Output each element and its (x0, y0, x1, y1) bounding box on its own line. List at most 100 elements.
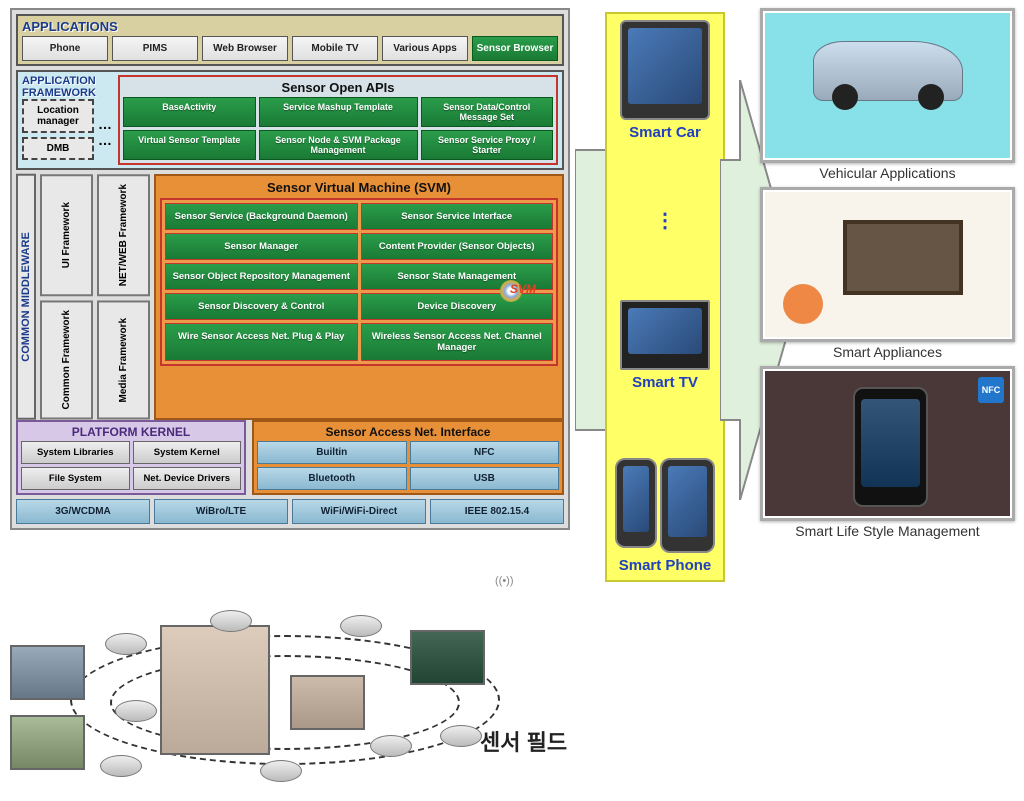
life-panel: NFC (760, 366, 1015, 521)
smart-phone: Smart Phone (615, 458, 715, 574)
svm-content-provider: Content Provider (Sensor Objects) (361, 233, 554, 260)
app-phone: Phone (22, 36, 108, 61)
san-usb: USB (410, 467, 560, 490)
smart-car: Smart Car (615, 20, 715, 141)
pk-filesystem: File System (21, 467, 130, 490)
app-sensor-browser: Sensor Browser (472, 36, 558, 61)
api-mashup: Service Mashup Template (259, 97, 418, 127)
appliances-caption: Smart Appliances (760, 344, 1015, 360)
net-wibro: WiBro/LTE (154, 499, 288, 524)
svm-title: Sensor Virtual Machine (SVM) (160, 180, 558, 195)
platform-kernel: PLATFORM KERNEL System Libraries System … (16, 420, 246, 495)
appliances-panel (760, 187, 1015, 342)
applications-title: APPLICATIONS (22, 19, 558, 34)
api-title: Sensor Open APIs (123, 80, 553, 95)
sensor-node-1 (105, 633, 147, 655)
svm-device-discovery: Device Discovery (361, 293, 554, 320)
netweb-framework: NET/WEB Framework (97, 174, 150, 296)
net-wifi: WiFi/WiFi-Direct (292, 499, 426, 524)
app-pims: PIMS (112, 36, 198, 61)
sensor-node-3 (340, 615, 382, 637)
applications-row: Phone PIMS Web Browser Mobile TV Various… (22, 36, 558, 61)
applications-column: Vehicular Applications Smart Appliances … (760, 8, 1015, 539)
smart-tv-label: Smart TV (615, 374, 715, 391)
san-title: Sensor Access Net. Interface (257, 425, 559, 439)
pk-syslib: System Libraries (21, 441, 130, 464)
robot-icon (783, 284, 823, 324)
device-ellipsis: ⋮ (655, 208, 675, 233)
wave-icon: ((•)) (495, 575, 514, 587)
app-mobile-tv: Mobile TV (292, 36, 378, 61)
tv-image (620, 300, 710, 370)
san-bluetooth: Bluetooth (257, 467, 407, 490)
common-framework: Common Framework (40, 300, 93, 419)
api-baseactivity: BaseActivity (123, 97, 256, 127)
san-builtin: Builtin (257, 441, 407, 464)
svm-label: SVM (510, 282, 536, 296)
ui-framework: UI Framework (40, 174, 93, 296)
life-block: NFC Smart Life Style Management (760, 366, 1015, 539)
pk-title: PLATFORM KERNEL (21, 425, 241, 439)
middleware-row: COMMON MIDDLEWARE UI Framework NET/WEB F… (16, 174, 564, 420)
device-strip: Smart Car ⋮ Smart TV Smart Phone (605, 12, 725, 582)
sensor-access-interface: Sensor Access Net. Interface Builtin NFC… (252, 420, 564, 495)
field-img-center (160, 625, 270, 755)
afw-left: APPLICATION FRAMEWORK Location manager D… (22, 75, 112, 164)
applications-layer: APPLICATIONS Phone PIMS Web Browser Mobi… (16, 14, 564, 66)
phone-image-1 (615, 458, 657, 548)
location-manager-box: Location manager (22, 99, 94, 133)
api-vsensor: Virtual Sensor Template (123, 130, 256, 160)
kernel-row: PLATFORM KERNEL System Libraries System … (16, 420, 564, 495)
phone-image-2 (660, 458, 715, 553)
sensor-node-2 (210, 610, 252, 632)
life-caption: Smart Life Style Management (760, 523, 1015, 539)
vehicular-caption: Vehicular Applications (760, 165, 1015, 181)
svm-wireless-mgr: Wireless Sensor Access Net. Channel Mana… (361, 323, 554, 361)
common-middleware-label: COMMON MIDDLEWARE (16, 174, 36, 420)
svm-service-iface: Sensor Service Interface (361, 203, 554, 230)
sensor-field: ((•)) 센서 필드 (10, 605, 570, 790)
application-framework-layer: APPLICATION FRAMEWORK Location manager D… (16, 70, 564, 170)
life-phone-icon (853, 387, 928, 507)
framework-column: UI Framework NET/WEB Framework Common Fr… (40, 174, 150, 420)
net-3g: 3G/WCDMA (16, 499, 150, 524)
svm-manager: Sensor Manager (165, 233, 358, 260)
net-ieee: IEEE 802.15.4 (430, 499, 564, 524)
appliance-tv-icon (843, 220, 963, 295)
smart-tv: Smart TV (615, 300, 715, 391)
pk-netdrivers: Net. Device Drivers (133, 467, 242, 490)
sensor-node-4 (115, 700, 157, 722)
api-msgset: Sensor Data/Control Message Set (421, 97, 554, 127)
media-framework: Media Framework (97, 300, 150, 419)
san-nfc: NFC (410, 441, 560, 464)
car-icon (813, 41, 963, 101)
svm-wire-pnp: Wire Sensor Access Net. Plug & Play (165, 323, 358, 361)
app-web-browser: Web Browser (202, 36, 288, 61)
sensor-node-8 (440, 725, 482, 747)
afw-title: APPLICATION FRAMEWORK (22, 75, 112, 99)
sensor-open-apis: Sensor Open APIs BaseActivity Service Ma… (118, 75, 558, 165)
svm-service-daemon: Sensor Service (Background Daemon) (165, 203, 358, 230)
dmb-box: DMB (22, 137, 94, 160)
field-img-4 (410, 630, 485, 685)
smart-phone-label: Smart Phone (615, 557, 715, 574)
network-row: 3G/WCDMA WiBro/LTE WiFi/WiFi-Direct IEEE… (16, 499, 564, 524)
field-img-3 (290, 675, 365, 730)
field-img-1 (10, 645, 85, 700)
sensor-node-6 (260, 760, 302, 782)
vehicular-panel (760, 8, 1015, 163)
sensor-node-7 (370, 735, 412, 757)
vehicular-block: Vehicular Applications (760, 8, 1015, 181)
app-various: Various Apps (382, 36, 468, 61)
afw-ellipsis: …… (98, 116, 112, 148)
field-img-2 (10, 715, 85, 770)
appliances-block: Smart Appliances (760, 187, 1015, 360)
sensor-node-5 (100, 755, 142, 777)
architecture-stack: APPLICATIONS Phone PIMS Web Browser Mobi… (10, 8, 570, 530)
svm-discovery: Sensor Discovery & Control (165, 293, 358, 320)
car-nav-image (620, 20, 710, 120)
sensor-field-label: 센서 필드 (480, 725, 567, 757)
pk-syskernel: System Kernel (133, 441, 242, 464)
smart-car-label: Smart Car (615, 124, 715, 141)
svm-repo-mgmt: Sensor Object Repository Management (165, 263, 358, 290)
